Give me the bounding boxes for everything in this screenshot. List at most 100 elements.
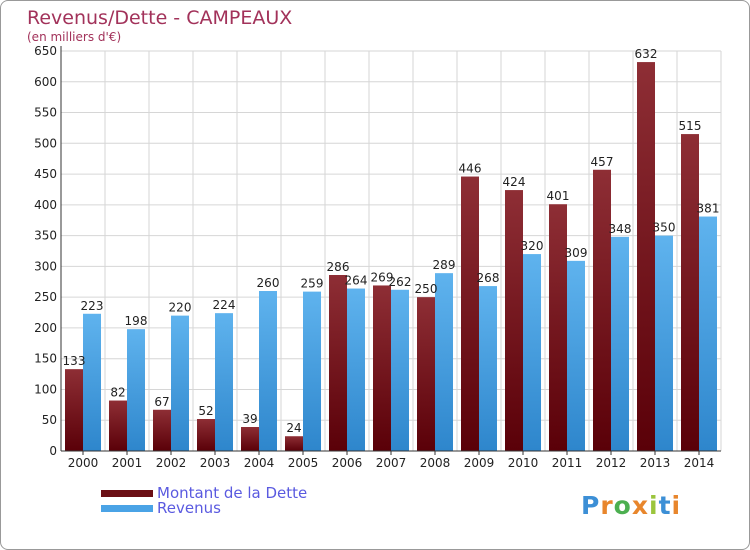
axis-layer: 0 50 100 150 200 250 300 350 400 450 500 550 600 650 2…: [34, 44, 721, 470]
bar-revenus: [83, 313, 101, 451]
data-label-debt: 515: [679, 119, 702, 133]
data-label-revenus: 259: [301, 277, 324, 291]
x-tick-label: 2001: [112, 456, 143, 470]
y-tick-label: 100: [34, 382, 57, 396]
y-tick-label: 650: [34, 44, 57, 58]
y-tick-label: 150: [34, 352, 57, 366]
chart-title: Revenus/Dette - CAMPEAUX: [27, 7, 293, 29]
logo-letter: r: [600, 491, 614, 520]
y-tick-label: 350: [34, 229, 57, 243]
bar-debt: [109, 400, 127, 451]
bar-revenus: [127, 329, 145, 451]
bar-debt: [241, 427, 259, 451]
logo-letter: t: [658, 491, 672, 520]
data-label-debt: 632: [635, 47, 658, 61]
bar-revenus: [655, 235, 673, 451]
data-label-debt: 457: [591, 155, 614, 169]
bar-revenus: [523, 254, 541, 451]
data-label-revenus: 268: [477, 271, 500, 285]
bar-debt: [681, 134, 699, 452]
data-label-revenus: 348: [609, 222, 632, 236]
logo-letter: i: [649, 491, 659, 520]
logo-letter: o: [613, 491, 632, 520]
bar-revenus: [259, 291, 277, 451]
y-tick-label: 0: [49, 444, 57, 458]
data-label-revenus: 198: [125, 314, 148, 328]
bar-revenus: [699, 216, 717, 451]
x-tick-label: 2005: [288, 456, 319, 470]
data-label-revenus: 309: [565, 246, 588, 260]
data-label-debt: 269: [371, 270, 394, 284]
bar-debt: [505, 190, 523, 452]
y-tick-label: 250: [34, 290, 57, 304]
legend-label-debt: Montant de la Dette: [157, 484, 308, 502]
data-label-revenus: 260: [257, 276, 280, 290]
bar-revenus: [391, 289, 409, 451]
bar-debt: [285, 436, 303, 451]
data-label-revenus: 320: [521, 239, 544, 253]
x-tick-label: 2009: [464, 456, 495, 470]
bar-debt: [373, 285, 391, 451]
bar-debt: [329, 275, 347, 451]
x-tick-label: 2010: [508, 456, 539, 470]
y-tick-label: 600: [34, 75, 57, 89]
bar-revenus: [611, 236, 629, 451]
x-tick-label: 2004: [244, 456, 275, 470]
bar-revenus: [171, 315, 189, 451]
data-label-debt: 446: [459, 162, 482, 176]
bar-revenus: [567, 260, 585, 451]
x-tick-label: 2011: [552, 456, 583, 470]
data-label-revenus: 220: [169, 301, 192, 315]
chart-subtitle: (en milliers d'€): [27, 30, 122, 44]
bar-debt: [461, 176, 479, 452]
legend-label-revenus: Revenus: [157, 499, 221, 517]
x-tick-label: 2007: [376, 456, 407, 470]
bar-revenus: [435, 273, 453, 451]
x-tick-label: 2003: [200, 456, 231, 470]
data-label-debt: 133: [63, 354, 86, 368]
data-label-revenus: 350: [653, 221, 676, 235]
bars-layer: [65, 62, 717, 452]
bar-debt: [549, 204, 567, 451]
data-label-revenus: 224: [213, 298, 236, 312]
bar-debt: [153, 409, 171, 451]
data-label-debt: 286: [327, 260, 350, 274]
bar-revenus: [215, 313, 233, 451]
data-label-revenus: 289: [433, 258, 456, 272]
y-tick-label: 200: [34, 321, 57, 335]
data-label-revenus: 262: [389, 275, 412, 289]
data-label-revenus: 223: [81, 299, 104, 313]
x-tick-label: 2000: [68, 456, 99, 470]
proxiti-logo: Proxiti: [581, 491, 681, 520]
bar-debt: [637, 62, 655, 451]
data-label-debt: 24: [286, 421, 301, 435]
bar-revenus: [479, 286, 497, 451]
data-label-debt: 401: [547, 189, 570, 203]
logo-letter: P: [581, 491, 601, 520]
bar-revenus: [303, 291, 321, 451]
data-label-debt: 424: [503, 175, 526, 189]
data-label-debt: 67: [154, 395, 169, 409]
bar-debt: [197, 419, 215, 451]
logo-letter: i: [671, 491, 682, 520]
data-label-revenus: 381: [697, 202, 720, 216]
data-label-debt: 39: [242, 412, 257, 426]
y-tick-label: 300: [34, 259, 57, 273]
x-tick-label: 2014: [684, 456, 715, 470]
y-tick-label: 500: [34, 136, 57, 150]
x-tick-label: 2012: [596, 456, 627, 470]
bar-debt: [417, 297, 435, 451]
bar-debt: [593, 169, 611, 451]
x-tick-label: 2013: [640, 456, 671, 470]
y-tick-label: 450: [34, 167, 57, 181]
x-tick-label: 2006: [332, 456, 363, 470]
y-tick-label: 400: [34, 198, 57, 212]
data-label-debt: 82: [110, 386, 125, 400]
bar-debt: [65, 369, 83, 451]
data-label-debt: 250: [415, 282, 438, 296]
bar-revenus: [347, 288, 365, 451]
legend-swatch-revenus: [101, 505, 153, 512]
